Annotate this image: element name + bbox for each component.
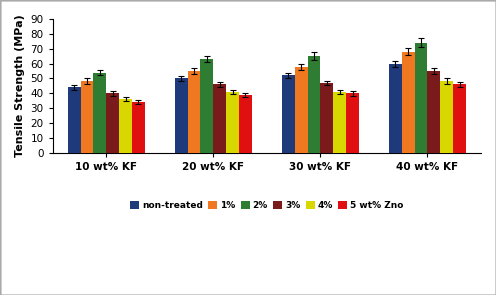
Bar [175,78,187,153]
Bar [320,83,333,153]
Bar [402,52,415,153]
Bar [440,81,453,153]
Bar [282,76,295,153]
Bar [200,59,213,153]
Bar [213,84,226,153]
Bar [308,56,320,153]
Bar [346,93,359,153]
Bar [80,81,93,153]
Bar [415,43,428,153]
Bar [93,73,106,153]
Legend: non-treated, 1%, 2%, 3%, 4%, 5 wt% Zno: non-treated, 1%, 2%, 3%, 4%, 5 wt% Zno [127,197,407,214]
Bar [67,87,80,153]
Bar [295,67,308,153]
Bar [453,84,466,153]
Bar [428,71,440,153]
Bar [333,92,346,153]
Bar [106,93,119,153]
Bar [226,92,239,153]
Bar [187,71,200,153]
Bar [389,64,402,153]
Bar [132,102,145,153]
Y-axis label: Tensile Strength (MPa): Tensile Strength (MPa) [15,14,25,157]
Bar [239,95,252,153]
Bar [119,99,132,153]
